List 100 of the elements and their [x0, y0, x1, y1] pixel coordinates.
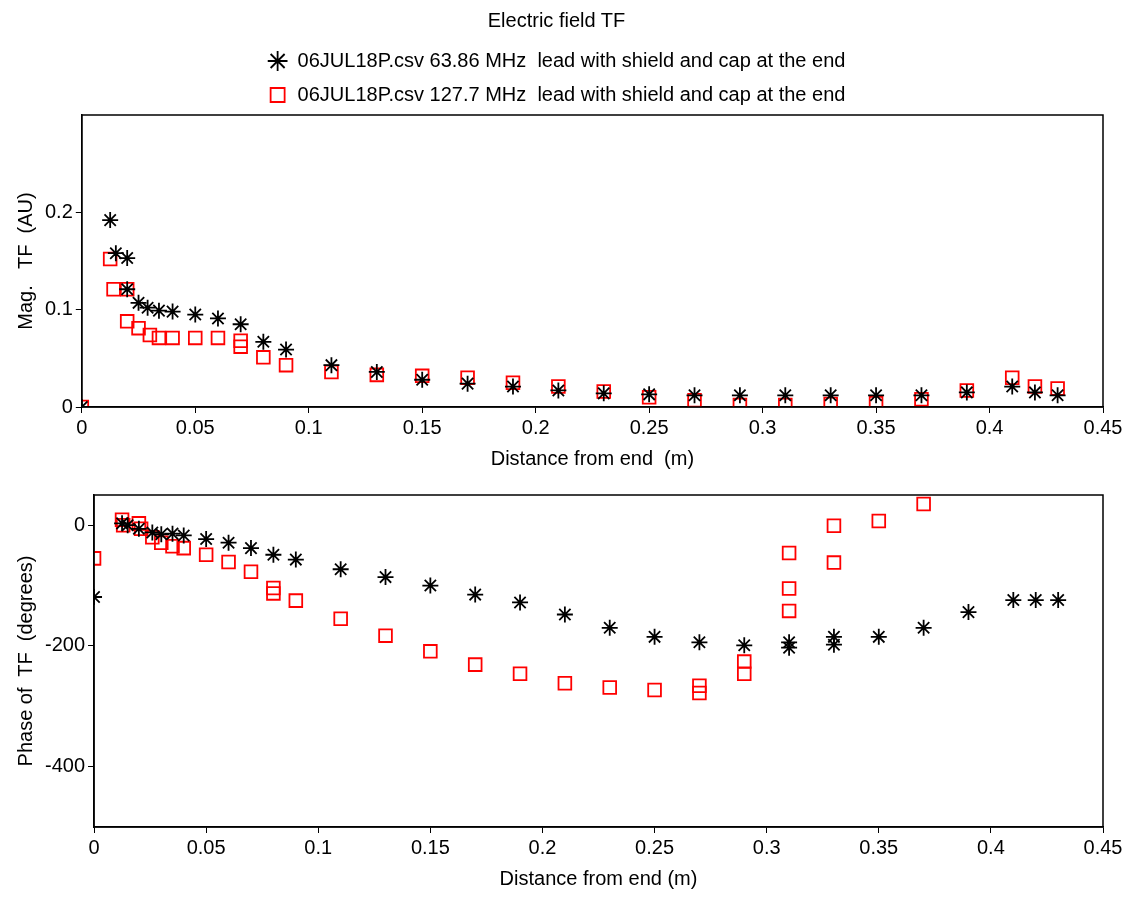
point	[233, 333, 248, 349]
point	[555, 605, 574, 624]
point	[912, 386, 931, 405]
point	[594, 384, 613, 403]
point	[421, 576, 440, 595]
point	[254, 332, 273, 351]
point	[165, 330, 180, 346]
point	[101, 211, 120, 230]
point	[138, 298, 157, 317]
point	[256, 350, 271, 365]
point	[264, 545, 283, 564]
point	[735, 636, 754, 655]
x-axis-title: Distance from end (m)	[490, 446, 695, 469]
point	[378, 628, 393, 643]
point	[163, 302, 182, 321]
point	[266, 586, 281, 601]
point	[233, 339, 248, 354]
point	[188, 330, 203, 346]
point	[736, 654, 752, 669]
point	[174, 526, 193, 545]
point	[504, 377, 522, 396]
legend-label: 06JUL18P.csv 63.86 MHz lead with shield and cap at the end	[297, 48, 846, 71]
point	[413, 370, 432, 389]
point	[869, 627, 888, 646]
y-axis-title: Mag. TF (AU)	[13, 192, 36, 330]
x-tick-label: 0.2	[528, 835, 557, 858]
y-axis-title: Phase of TF (degrees)	[13, 555, 36, 767]
point	[210, 330, 226, 346]
point	[826, 555, 842, 570]
point	[731, 386, 749, 405]
point	[916, 496, 931, 512]
point	[781, 603, 797, 619]
x-tick-label: 0.2	[521, 415, 550, 438]
point	[322, 356, 341, 375]
x-tick-label: 0.1	[304, 835, 333, 858]
point	[776, 386, 795, 405]
point	[458, 374, 477, 393]
point	[150, 301, 168, 320]
point	[505, 375, 521, 390]
legend-label: 06JUL18P.csv 127.7 MHz lead with shield and cap at the end	[297, 82, 846, 105]
y-tick-label: 0	[61, 394, 73, 417]
point	[423, 644, 438, 659]
point	[118, 516, 137, 535]
point	[145, 529, 160, 545]
point	[133, 521, 149, 537]
point	[959, 383, 975, 398]
point	[333, 611, 348, 627]
point	[209, 309, 227, 328]
point	[1004, 591, 1023, 609]
point	[549, 381, 568, 400]
point	[197, 530, 216, 548]
x-tick-label: 0.15	[402, 415, 442, 438]
point	[602, 680, 617, 695]
point	[467, 657, 483, 672]
point	[640, 385, 659, 404]
point	[690, 633, 709, 652]
point	[186, 305, 205, 324]
point	[198, 547, 214, 563]
point	[129, 293, 148, 312]
point	[512, 666, 528, 681]
point	[600, 618, 619, 637]
point	[242, 539, 260, 558]
point	[1003, 377, 1022, 396]
point	[871, 513, 887, 529]
point	[466, 585, 485, 604]
point	[914, 618, 933, 637]
point	[914, 391, 929, 407]
point	[106, 244, 125, 263]
point	[151, 330, 167, 346]
point	[1027, 379, 1043, 394]
point	[369, 367, 385, 383]
point	[165, 539, 180, 554]
x-tick-label: 0.45	[1083, 415, 1123, 438]
point	[367, 363, 386, 381]
point	[596, 384, 612, 399]
point	[231, 315, 250, 334]
point	[511, 593, 529, 612]
point	[1026, 591, 1045, 609]
point	[129, 519, 148, 538]
point	[119, 314, 135, 329]
point	[286, 550, 305, 569]
point	[243, 564, 259, 579]
point	[959, 603, 978, 622]
x-tick-label: 0.25	[629, 415, 669, 438]
point	[143, 523, 162, 542]
y-tick-label: 0.2	[44, 199, 73, 222]
point	[414, 368, 430, 384]
point	[781, 581, 797, 596]
point	[1004, 370, 1020, 386]
x-tick-label: 0	[88, 835, 100, 858]
x-tick-label: 0.15	[410, 835, 450, 858]
point	[176, 540, 191, 556]
point	[826, 518, 842, 534]
x-tick-label: 0.4	[976, 835, 1005, 858]
point	[647, 682, 662, 698]
point	[1026, 383, 1044, 402]
point	[557, 676, 573, 691]
y-tick-label: -400	[45, 754, 86, 777]
x-tick-label: 0.3	[748, 415, 777, 438]
chart-title: Electric field TF	[487, 8, 626, 31]
